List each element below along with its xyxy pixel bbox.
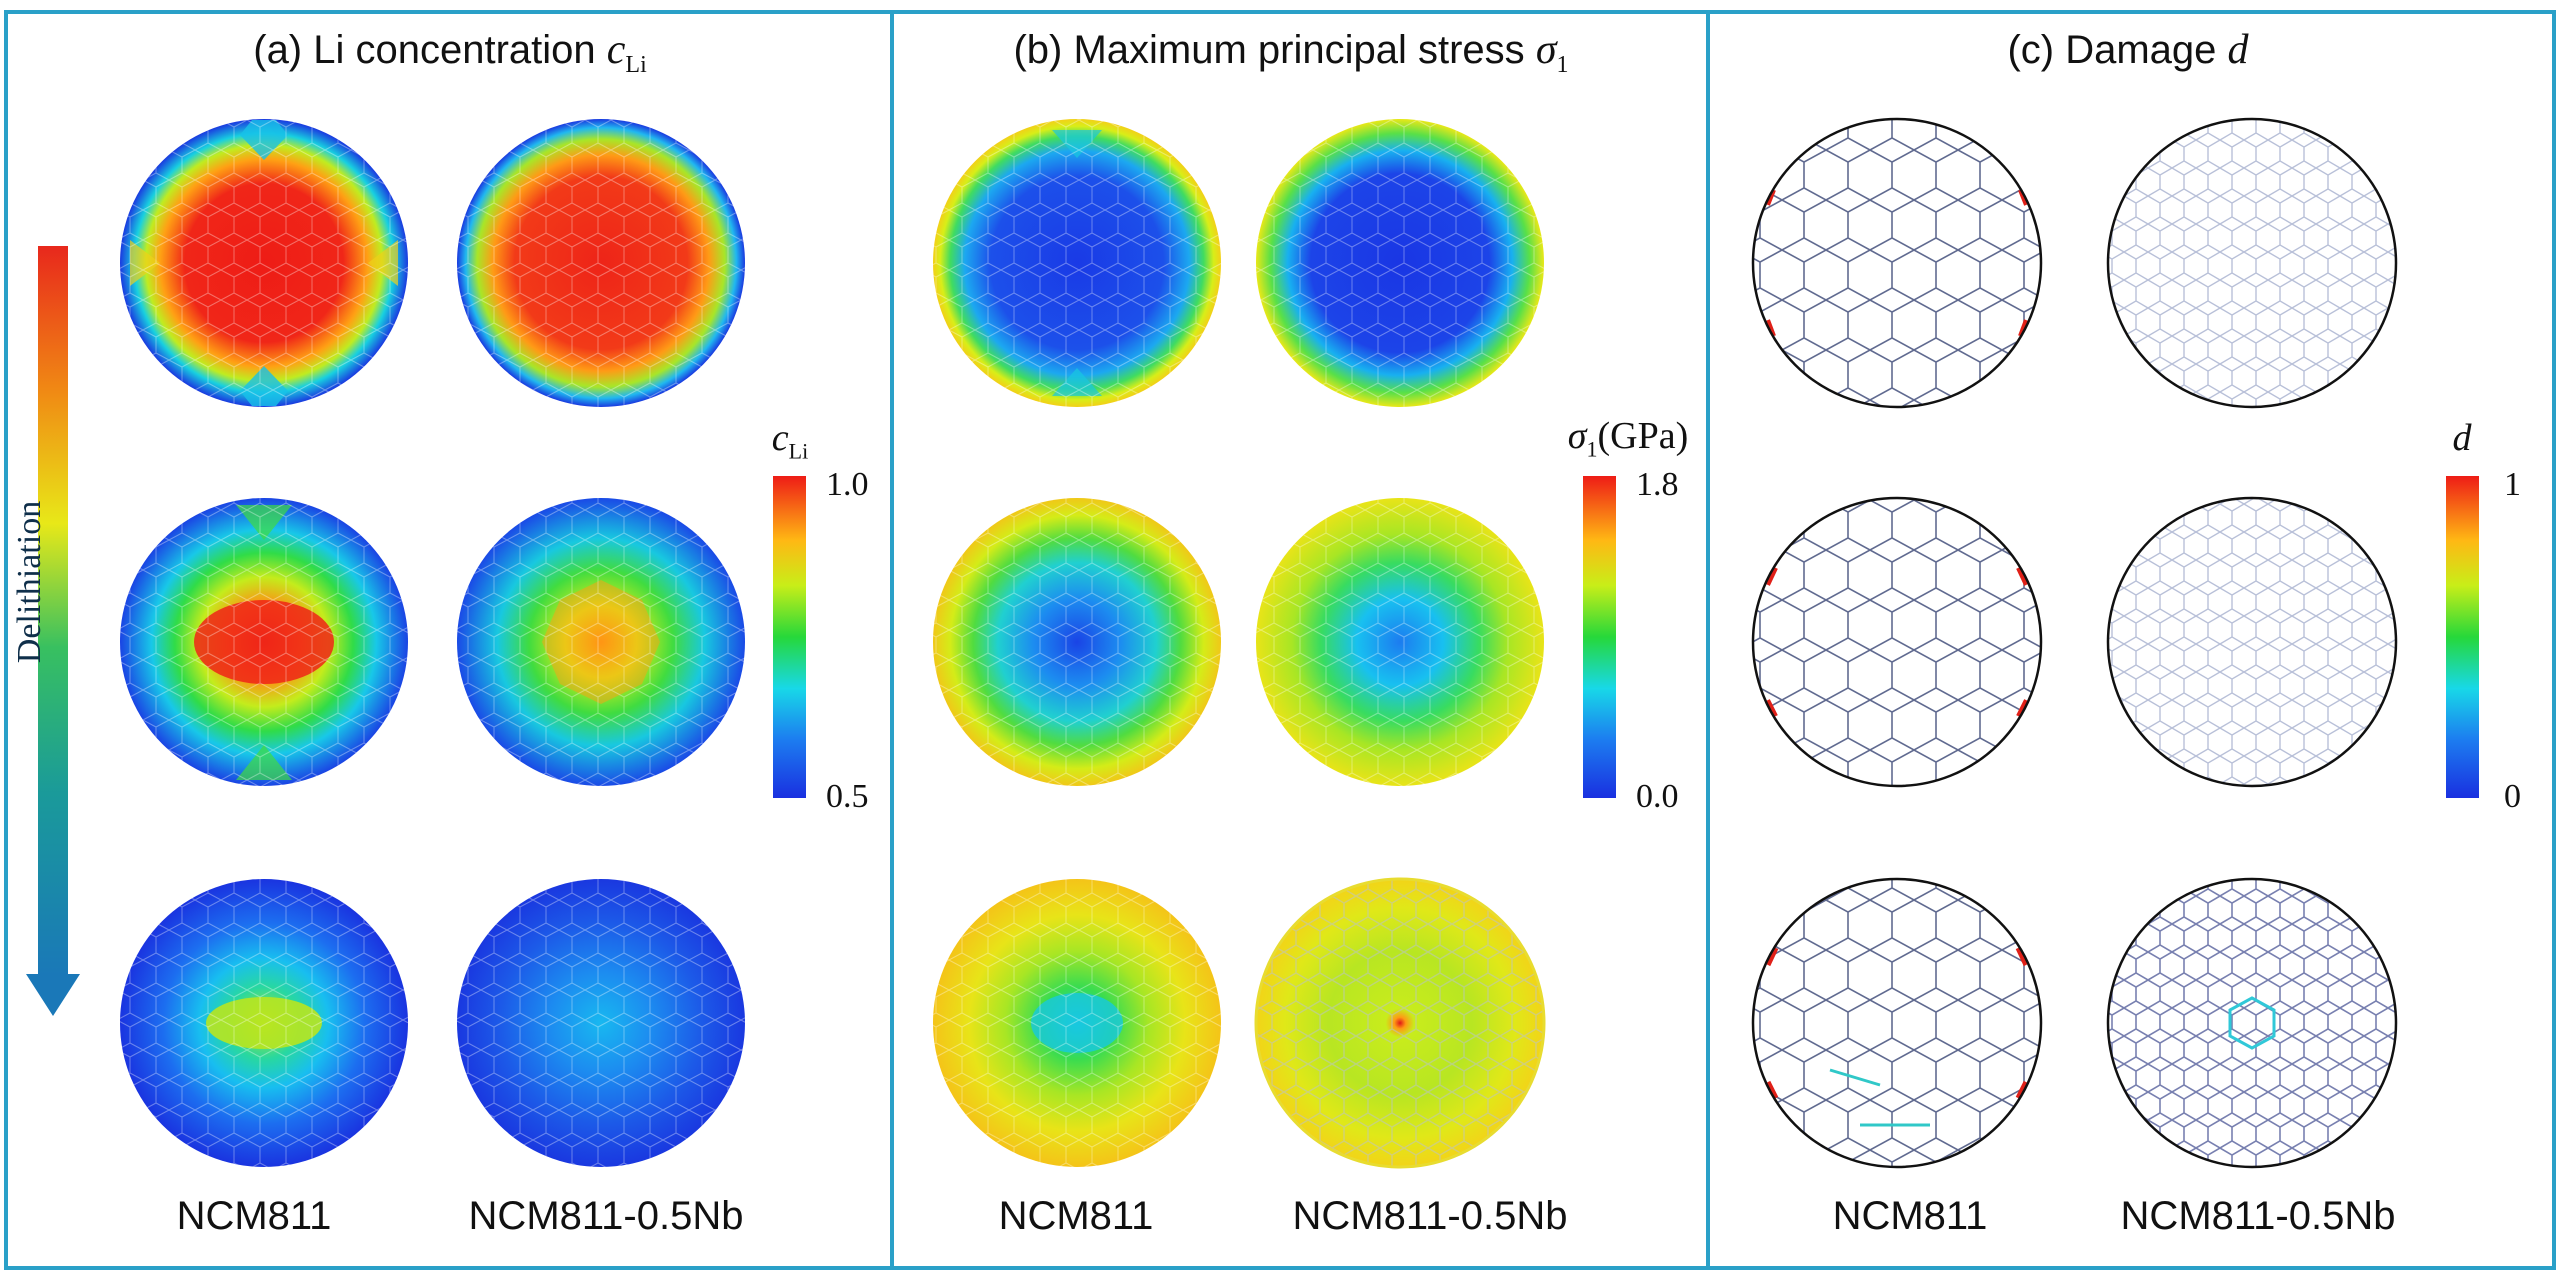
colorbar-c [2446,476,2479,798]
panel-a-title: (a) Li concentration cLi [253,26,647,79]
panel-b-col-nb: NCM811-0.5Nb [1292,1194,1568,1238]
stress-map-nb-row2 [1256,498,1544,786]
stress-map-nb-row1 [1256,119,1544,407]
colorbar-c-max: 1 [2504,466,2521,503]
delithiation-label: Delithiation [11,500,48,664]
panel-c-col-ncm811: NCM811 [1832,1194,1988,1238]
delithiation-arrow [26,246,80,1016]
colorbar-b-sub: 1 [1586,436,1598,462]
panel-a-title-text: (a) Li concentration [253,28,596,72]
colorbar-b-symbol: σ [1567,415,1587,457]
colorbar-a-min: 0.5 [826,778,869,815]
colorbar-a-max: 1.0 [826,466,869,503]
panel-b-title-symbol: σ [1535,27,1557,73]
li-map-nb-row2 [457,498,745,786]
panel-b-title-sub: 1 [1556,52,1569,78]
panel-a-title-symbol: c [606,27,626,73]
stress-map-ncm811-row1 [933,119,1221,407]
stress-map-ncm811-row3 [933,879,1221,1167]
panel-b-title: (b) Maximum principal stress σ1 [1013,26,1568,79]
li-map-ncm811-row3 [120,879,408,1167]
damage-map-nb-row1 [2106,117,2398,409]
panel-c-title-text: (c) Damage [2007,28,2217,72]
colorbar-b-title: σ1(GPa) [1568,414,1689,463]
panel-a-col-ncm811: NCM811 [176,1194,332,1238]
panel-c-frame [1706,10,2556,1270]
damage-map-nb-row3 [2106,877,2398,1169]
li-map-nb-row1 [457,119,745,407]
colorbar-a-sub: Li [788,438,809,464]
damage-map-ncm811-row2 [1751,496,2043,788]
colorbar-c-title: d [2453,416,2472,460]
damage-map-ncm811-row1 [1751,117,2043,409]
colorbar-b-min: 0.0 [1636,778,1679,815]
panel-a-title-sub: Li [625,52,647,78]
stress-map-nb-row3 [1254,877,1546,1169]
stress-map-ncm811-row2 [933,498,1221,786]
li-map-ncm811-row2 [120,498,408,786]
panel-c-col-nb: NCM811-0.5Nb [2120,1194,2396,1238]
colorbar-c-symbol: d [2452,417,2472,459]
damage-map-nb-row2 [2106,496,2398,788]
colorbar-b-unit: (GPa) [1597,415,1689,457]
panel-a-col-nb: NCM811-0.5Nb [468,1194,744,1238]
colorbar-b-max: 1.8 [1636,466,1679,503]
panel-c-title-symbol: d [2227,27,2249,73]
damage-map-ncm811-row3 [1751,877,2043,1169]
li-map-nb-row3 [457,879,745,1167]
colorbar-b [1583,476,1616,798]
panel-b-col-ncm811: NCM811 [998,1194,1154,1238]
li-map-ncm811-row1 [120,119,408,407]
colorbar-a-title: cLi [772,416,808,465]
colorbar-a [773,476,806,798]
panel-b-title-text: (b) Maximum principal stress [1013,28,1525,72]
panel-c-title: (c) Damage d [2007,26,2248,74]
colorbar-c-min: 0 [2504,778,2521,815]
colorbar-a-symbol: c [771,417,789,459]
